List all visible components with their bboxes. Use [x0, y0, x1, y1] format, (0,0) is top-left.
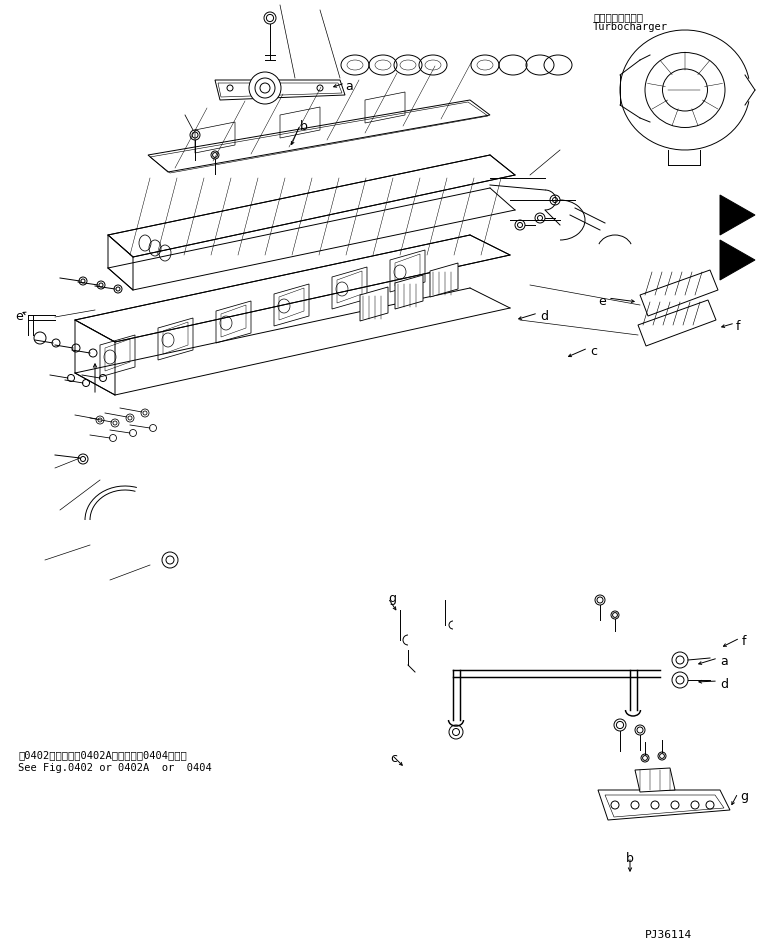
- Text: f: f: [742, 635, 747, 648]
- Polygon shape: [108, 235, 133, 290]
- Text: d: d: [720, 678, 728, 691]
- Polygon shape: [635, 768, 675, 792]
- Text: g: g: [740, 790, 748, 803]
- Text: e: e: [15, 310, 23, 323]
- Text: b: b: [300, 120, 308, 133]
- Text: PJ36114: PJ36114: [645, 930, 693, 940]
- Polygon shape: [430, 263, 458, 297]
- Polygon shape: [598, 790, 730, 820]
- Circle shape: [249, 72, 281, 104]
- Text: c: c: [590, 345, 597, 358]
- Text: a: a: [345, 80, 353, 93]
- Polygon shape: [75, 235, 510, 342]
- Polygon shape: [638, 300, 716, 346]
- Text: b: b: [626, 852, 634, 865]
- Text: Turbocharger: Turbocharger: [593, 22, 668, 32]
- Polygon shape: [720, 195, 755, 235]
- Text: a: a: [720, 655, 728, 668]
- Text: e: e: [598, 295, 606, 308]
- Text: g: g: [388, 592, 396, 605]
- Polygon shape: [148, 100, 490, 172]
- Text: See Fig.0402 or 0402A  or  0404: See Fig.0402 or 0402A or 0404: [18, 763, 212, 773]
- Text: ターボチャージャ: ターボチャージャ: [593, 12, 643, 22]
- Polygon shape: [75, 320, 115, 395]
- Text: 第0402図または第0402A図または第0404図参照: 第0402図または第0402A図または第0404図参照: [18, 750, 186, 760]
- Polygon shape: [395, 275, 423, 309]
- Polygon shape: [360, 287, 388, 321]
- Polygon shape: [108, 155, 515, 257]
- Text: c: c: [390, 752, 397, 765]
- Text: f: f: [736, 320, 740, 333]
- Polygon shape: [720, 240, 755, 280]
- Text: d: d: [540, 310, 548, 323]
- Polygon shape: [640, 270, 718, 316]
